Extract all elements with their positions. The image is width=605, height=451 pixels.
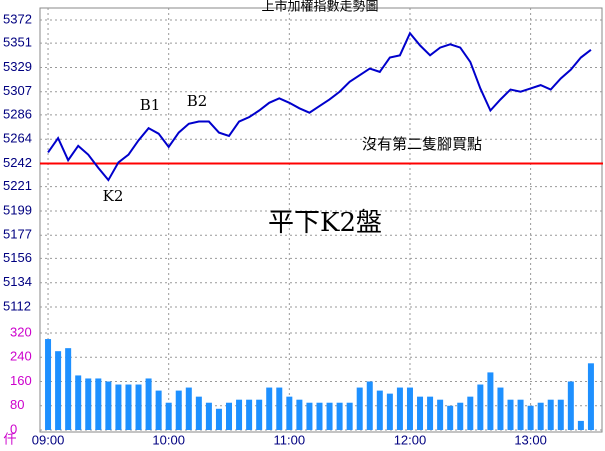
y2-tick-label: 240 [10, 349, 32, 364]
y-tick-label: 5372 [3, 11, 32, 26]
y-tick-label: 5177 [3, 227, 32, 242]
volume-bar [326, 402, 333, 430]
volume-bar [366, 381, 373, 430]
volume-bar [185, 387, 192, 430]
volume-bar [55, 351, 62, 430]
price-line [47, 31, 592, 182]
volume-bar [356, 387, 363, 430]
volume-unit: 仟 [3, 431, 16, 446]
y-tick-label: 5156 [3, 250, 32, 265]
volume-bar [336, 402, 343, 430]
y2-tick-label: 80 [10, 397, 24, 412]
volume-bar [145, 378, 152, 430]
volume-bar [276, 387, 283, 430]
volume-bar [386, 393, 393, 430]
y-tick-label: 5112 [3, 298, 31, 313]
volume-bar [95, 378, 102, 430]
volume-bar [427, 396, 434, 430]
volume-bar [205, 402, 212, 430]
volume-bar [115, 384, 122, 430]
y-tick-label: 5286 [3, 106, 32, 121]
x-tick-label: 11:00 [274, 432, 306, 447]
volume-bar [557, 399, 564, 430]
y-tick-label: 5199 [3, 202, 32, 217]
annotation: B1 [140, 96, 161, 114]
volume-bar [286, 396, 293, 430]
y-tick-label: 5307 [3, 83, 32, 98]
volume-bar [437, 399, 444, 430]
volume-bar [406, 387, 413, 430]
volume-bar [125, 384, 132, 430]
volume-bar [587, 363, 594, 430]
volume-bar [477, 384, 484, 430]
volume-bar [155, 390, 162, 430]
volume-bar [256, 399, 263, 430]
volume-bar [376, 390, 383, 430]
volume-bar [447, 405, 454, 430]
annotation: 沒有第二隻腳買點 [362, 135, 482, 153]
x-tick-label: 13:00 [514, 432, 547, 447]
volume-bar [85, 378, 92, 430]
y-tick-label: 5242 [3, 155, 32, 170]
volume-bar [165, 402, 172, 430]
volume-bar [175, 390, 182, 430]
volume-bar [457, 402, 464, 430]
volume-bar [65, 348, 72, 430]
y2-tick-label: 0 [10, 421, 17, 436]
volume-bar [527, 405, 534, 430]
volume-bar [417, 396, 424, 430]
y2-tick-label: 320 [10, 324, 32, 339]
plot-frame [39, 7, 603, 433]
volume-bar [567, 381, 574, 430]
volume-bar [226, 402, 233, 430]
volume-bar [577, 420, 584, 430]
volume-bar [246, 399, 253, 430]
annotation: K2 [103, 187, 124, 205]
chart-title: 上市加權指數走勢圖 [261, 0, 378, 13]
annotation: 平下K2盤 [268, 208, 382, 238]
volume-bar [45, 339, 52, 430]
annotation: B2 [187, 92, 208, 110]
volume-bar [316, 402, 323, 430]
y-tick-label: 5134 [3, 274, 32, 289]
y-tick-label: 5264 [3, 131, 32, 146]
volume-bar [75, 375, 82, 430]
volume-bar [105, 381, 112, 430]
volume-bar [497, 387, 504, 430]
x-tick-label: 09:00 [32, 432, 65, 447]
x-tick-label: 10:00 [152, 432, 185, 447]
volume-bar [236, 399, 243, 430]
volume-bar [195, 396, 202, 430]
y-tick-label: 5329 [3, 59, 32, 74]
volume-bar [346, 402, 353, 430]
volume-bar [296, 399, 303, 430]
y-tick-label: 5351 [3, 35, 32, 50]
volume-bar [487, 372, 494, 430]
volume-bar [517, 399, 524, 430]
y-tick-label: 5221 [3, 178, 32, 193]
volume-bar [215, 408, 222, 430]
volume-bar [396, 387, 403, 430]
volume-bar [537, 402, 544, 430]
volume-bar [467, 396, 474, 430]
volume-bar [306, 402, 313, 430]
x-tick-label: 12:00 [394, 432, 427, 447]
y2-tick-label: 160 [10, 373, 32, 388]
volume-bar [547, 399, 554, 430]
volume-bar [507, 399, 514, 430]
volume-bar [135, 384, 142, 430]
volume-bar [266, 387, 273, 430]
